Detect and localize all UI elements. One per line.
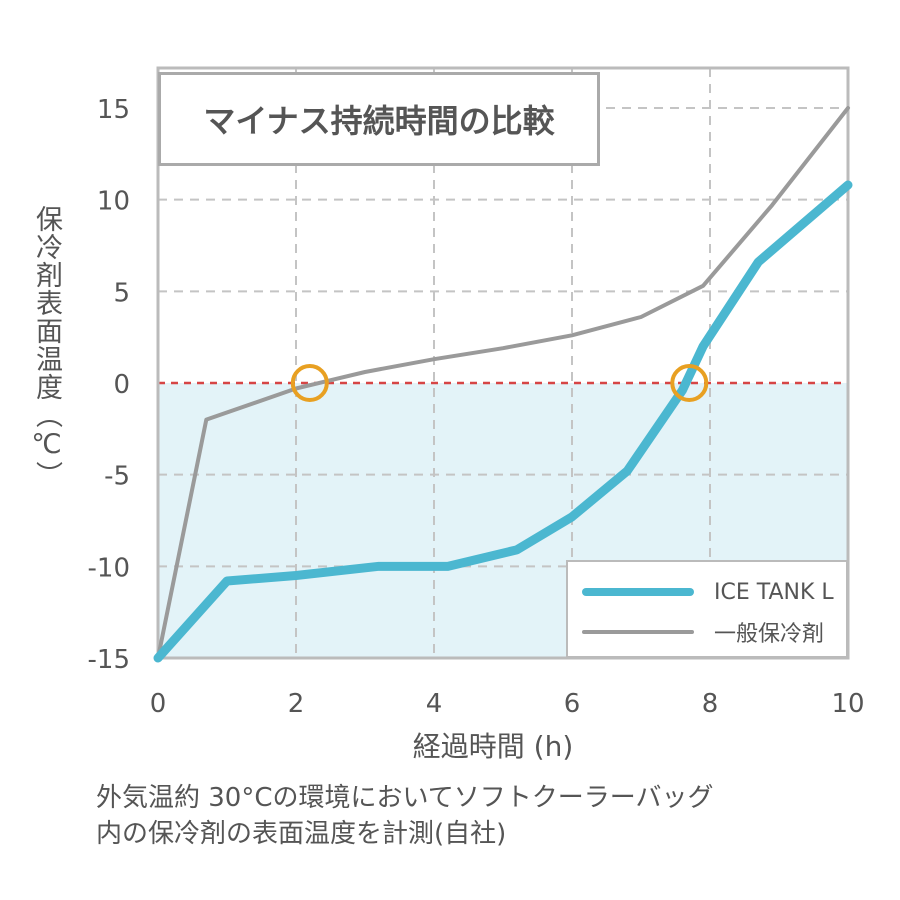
y-tick-label: 0 xyxy=(113,370,130,400)
y-tick-label: 5 xyxy=(113,278,130,308)
y-axis-ticks: 15 10 5 0 -5 -10 -15 xyxy=(88,95,130,675)
x-tick-label: 8 xyxy=(702,689,719,719)
caption: 外気温約 30°Cの環境においてソフトクーラーバッグ 内の保冷剤の表面温度を計測… xyxy=(96,780,876,852)
y-tick-label: -5 xyxy=(104,462,130,492)
zero-crossing-marker xyxy=(290,364,329,402)
x-tick-label: 2 xyxy=(288,689,305,719)
y-axis-label: 保冷剤表面温度（℃） xyxy=(31,205,62,489)
x-tick-label: 6 xyxy=(564,689,581,719)
chart-title-text: マイナス持続時間の比較 xyxy=(203,102,555,140)
series-line-ice-tank xyxy=(153,180,853,663)
legend-item-ice-tank: ICE TANK L xyxy=(568,572,846,612)
legend-label-ice-tank: ICE TANK L xyxy=(714,579,834,605)
x-axis-label: 経過時間 (h) xyxy=(413,730,574,763)
x-tick-label: 10 xyxy=(831,689,864,719)
series-line-general xyxy=(156,106,850,660)
series-layer xyxy=(153,106,853,663)
caption-line-1: 外気温約 30°Cの環境においてソフトクーラーバッグ xyxy=(96,783,714,813)
x-axis-ticks: 0 2 4 6 8 10 xyxy=(150,689,865,719)
chart-title: マイナス持続時間の比較 xyxy=(158,72,600,166)
y-tick-label: 15 xyxy=(97,95,130,125)
legend-item-general: 一般保冷剤 xyxy=(568,612,846,652)
x-tick-label: 0 xyxy=(150,689,167,719)
legend-label-general: 一般保冷剤 xyxy=(714,622,825,647)
y-tick-label: -10 xyxy=(88,553,130,583)
marker-layer xyxy=(290,364,709,402)
y-tick-label: 10 xyxy=(97,187,130,217)
legend-swatch-ice-tank xyxy=(582,588,694,596)
x-tick-label: 4 xyxy=(426,689,443,719)
plot-border xyxy=(156,66,850,660)
zero-crossing-marker xyxy=(670,364,709,402)
y-tick-label: -15 xyxy=(88,645,130,675)
legend: ICE TANK L 一般保冷剤 xyxy=(566,560,848,658)
caption-line-2: 内の保冷剤の表面温度を計測(自社) xyxy=(96,819,507,849)
legend-swatch-general xyxy=(582,630,694,634)
